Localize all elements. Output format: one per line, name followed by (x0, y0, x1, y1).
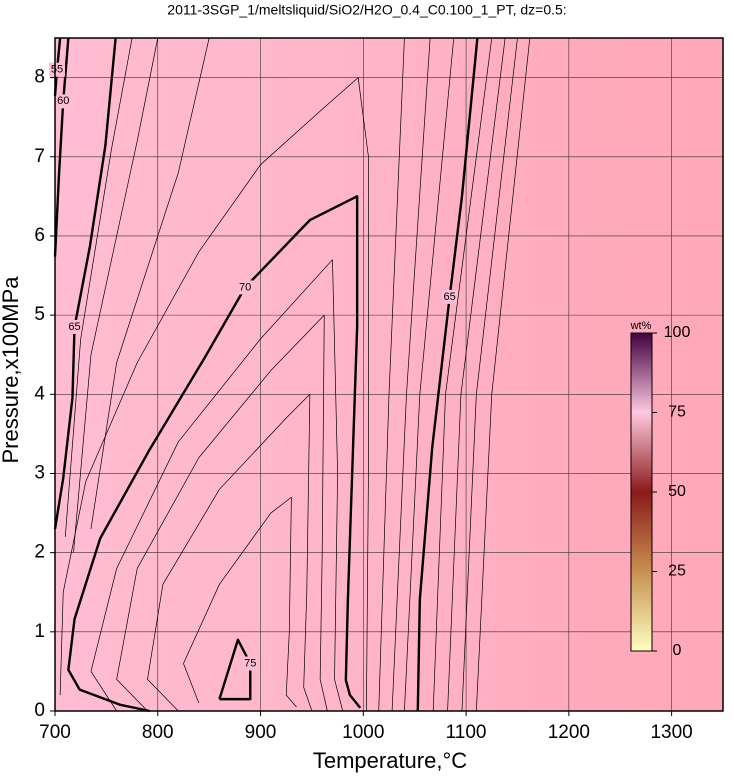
colorbar (630, 332, 653, 652)
contour-label-bg (242, 656, 259, 671)
y-tick-label: 8 (34, 67, 45, 88)
contour-label-bg (66, 319, 83, 334)
contour-line (476, 37, 531, 712)
y-tick-label: 0 (34, 700, 45, 721)
colorbar-tick-label: 0 (673, 642, 682, 659)
contour-label: 65 (444, 291, 456, 303)
y-tick-label: 2 (34, 542, 45, 563)
colorbar-tick-label: 100 (664, 324, 691, 341)
contour-line (90, 37, 210, 529)
contour-label: 65 (68, 321, 80, 333)
contour-line (64, 37, 133, 537)
colorbar-tick-label: 75 (668, 404, 686, 421)
y-axis-label: Pressure,x100MPa (0, 276, 23, 464)
contour-line (53, 37, 70, 257)
contour-line (116, 314, 328, 712)
contour-line (391, 37, 431, 712)
x-tick-label: 1200 (548, 722, 590, 743)
contour-line (183, 496, 297, 708)
contour-label: 75 (244, 657, 256, 669)
contour-line (147, 393, 313, 712)
y-tick-label: 1 (34, 621, 45, 642)
x-tick-label: 800 (142, 722, 174, 743)
y-tick-label: 6 (34, 225, 45, 246)
contour-label-bg (55, 94, 72, 109)
colorbar-tick-label: 25 (668, 563, 686, 580)
contour-label: 70 (239, 281, 251, 293)
x-tick-label: 1000 (342, 722, 384, 743)
contour-label-bg (49, 62, 66, 77)
colorbar-tick-label: 50 (668, 483, 686, 500)
contours: 70 65 65 60 55 75 (49, 37, 531, 713)
y-tick-label: 3 (34, 462, 45, 483)
contour-line (432, 37, 493, 712)
contour-label-bg (237, 280, 254, 295)
contour-label: 55 (51, 64, 63, 76)
contour-line (461, 37, 518, 712)
contour-line (404, 37, 455, 712)
plot-background (55, 38, 723, 711)
grid (54, 38, 723, 712)
contour-line (378, 37, 405, 712)
plot-frame (54, 37, 724, 712)
x-tick-label: 900 (245, 722, 277, 743)
contour-line (447, 37, 506, 712)
y-tick-label: 7 (34, 146, 45, 167)
y-tick-label: 5 (34, 304, 45, 325)
x-tick-label: 700 (39, 722, 71, 743)
colorbar-label: wt% (630, 320, 652, 332)
x-tick-label: 1300 (650, 722, 692, 743)
x-tick-label: 1100 (446, 722, 487, 743)
x-axis-label: Temperature,°C (313, 748, 467, 773)
contour-label-bg (441, 289, 458, 304)
chart-title: 2011-3SGP_1/meltsliquid/SiO2/H2O_0.4_C0.… (167, 2, 566, 18)
contour-label: 60 (57, 95, 69, 107)
contour-line (73, 37, 159, 553)
contour-line (416, 37, 479, 712)
y-tick-label: 4 (34, 383, 45, 404)
contour-line (90, 259, 344, 712)
contour-line (59, 77, 369, 712)
